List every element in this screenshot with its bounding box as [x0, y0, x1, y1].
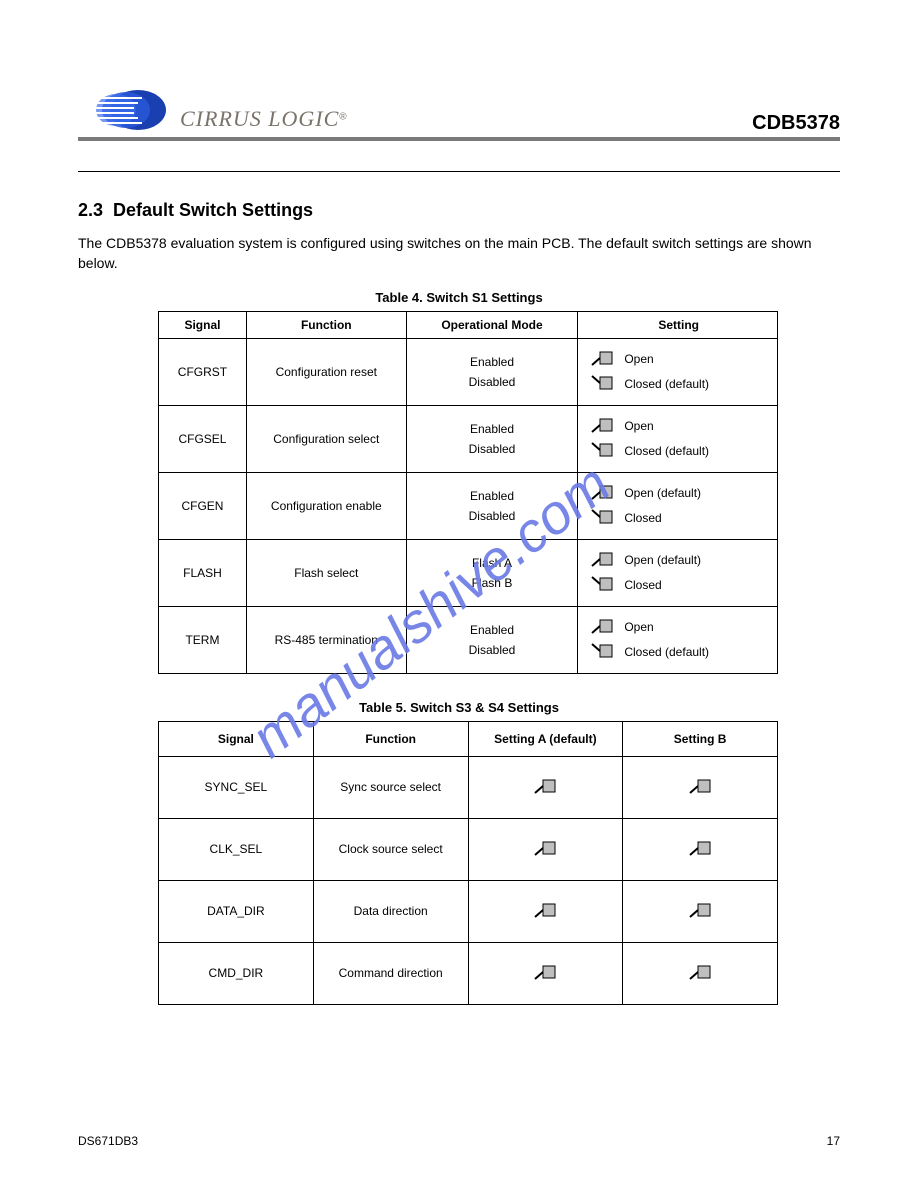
section-title: Default Switch Settings [113, 200, 313, 220]
table-s3-s4-settings: Signal Function Setting A (default) Sett… [158, 721, 778, 1005]
switch-label: Open (default) [624, 553, 701, 567]
switch-icon [531, 839, 559, 860]
table-row-signal: TERM [159, 606, 247, 673]
switch-icon [686, 963, 714, 984]
switch-icon [531, 901, 559, 922]
table-row-signal: CFGSEL [159, 405, 247, 472]
switch-label: Closed (default) [624, 645, 709, 659]
table-row-function: RS-485 termination [246, 606, 406, 673]
section-number: 2.3 [78, 200, 103, 220]
table-row-function: Command direction [313, 942, 468, 1004]
switch-icon [531, 963, 559, 984]
switch-icon [588, 642, 616, 663]
table-row-signal: FLASH [159, 539, 247, 606]
switch-icon [588, 575, 616, 596]
switch-label: Closed [624, 578, 661, 592]
switch-icon [588, 550, 616, 571]
switch-icon [686, 777, 714, 798]
table-row-function: Configuration enable [246, 472, 406, 539]
table-row-setting: Open (default) Closed [578, 539, 778, 606]
table-row-setting: Open Closed (default) [578, 338, 778, 405]
switch-label: Open (default) [624, 486, 701, 500]
section-heading: 2.3 Default Switch Settings [78, 200, 840, 221]
switch-icon [588, 441, 616, 462]
switch-icon [588, 349, 616, 370]
table-row-signal: SYNC_SEL [159, 756, 314, 818]
table-row-signal: CMD_DIR [159, 942, 314, 1004]
logo-mark [78, 88, 174, 132]
table-row-setting: Open Closed (default) [578, 405, 778, 472]
table-row-setting-a [468, 942, 623, 1004]
switch-icon [588, 617, 616, 638]
switch-icon [588, 483, 616, 504]
switch-label: Open [624, 352, 653, 366]
table5-header-a: Setting A (default) [468, 721, 623, 756]
switch-icon [588, 508, 616, 529]
table-row-mode: EnabledDisabled [406, 338, 578, 405]
table-s1-settings: Signal Function Operational Mode Setting… [158, 311, 778, 674]
table-row-mode: EnabledDisabled [406, 606, 578, 673]
switch-label: Closed (default) [624, 444, 709, 458]
table-row-setting-a [468, 880, 623, 942]
table4-header-signal: Signal [159, 311, 247, 338]
table-row-setting: Open Closed (default) [578, 606, 778, 673]
switch-icon [531, 777, 559, 798]
table-row-setting-a [468, 818, 623, 880]
table-row-signal: DATA_DIR [159, 880, 314, 942]
table-row-function: Configuration reset [246, 338, 406, 405]
table-row-setting-b [623, 818, 778, 880]
table5-header-b: Setting B [623, 721, 778, 756]
section-intro: The CDB5378 evaluation system is configu… [78, 233, 840, 274]
footer-right: 17 [827, 1134, 840, 1148]
switch-label: Closed (default) [624, 377, 709, 391]
table-row-function: Data direction [313, 880, 468, 942]
table-row-function: Clock source select [313, 818, 468, 880]
table-row-signal: CFGEN [159, 472, 247, 539]
table4-caption: Table 4. Switch S1 Settings [78, 290, 840, 305]
table-row-function: Flash select [246, 539, 406, 606]
table-row-mode: EnabledDisabled [406, 405, 578, 472]
footer-left: DS671DB3 [78, 1134, 138, 1148]
switch-label: Open [624, 419, 653, 433]
switch-icon [588, 374, 616, 395]
registered-icon: ® [339, 112, 346, 123]
table-row-function: Sync source select [313, 756, 468, 818]
switch-icon [588, 416, 616, 437]
logo-wordmark: CIRRUS LOGIC [180, 106, 339, 131]
table-row-mode: EnabledDisabled [406, 472, 578, 539]
table-row-signal: CLK_SEL [159, 818, 314, 880]
table-row-mode: Flash AFlash B [406, 539, 578, 606]
section-rule [78, 171, 840, 172]
table4-header-setting: Setting [578, 311, 778, 338]
switch-label: Open [624, 620, 653, 634]
logo-text: CIRRUS LOGIC® [180, 106, 347, 132]
switch-icon [686, 839, 714, 860]
table4-header-mode: Operational Mode [406, 311, 578, 338]
table5-caption: Table 5. Switch S3 & S4 Settings [78, 700, 840, 715]
table5-header-signal: Signal [159, 721, 314, 756]
footer: DS671DB3 17 [78, 1134, 840, 1148]
table-row-signal: CFGRST [159, 338, 247, 405]
table4-header-function: Function [246, 311, 406, 338]
table-row-setting: Open (default) Closed [578, 472, 778, 539]
switch-icon [686, 901, 714, 922]
table5-header-function: Function [313, 721, 468, 756]
table-row-setting-b [623, 756, 778, 818]
table-row-setting-b [623, 942, 778, 1004]
switch-label: Closed [624, 511, 661, 525]
table-row-function: Configuration select [246, 405, 406, 472]
table-row-setting-a [468, 756, 623, 818]
header-rule [78, 137, 840, 141]
table-row-setting-b [623, 880, 778, 942]
